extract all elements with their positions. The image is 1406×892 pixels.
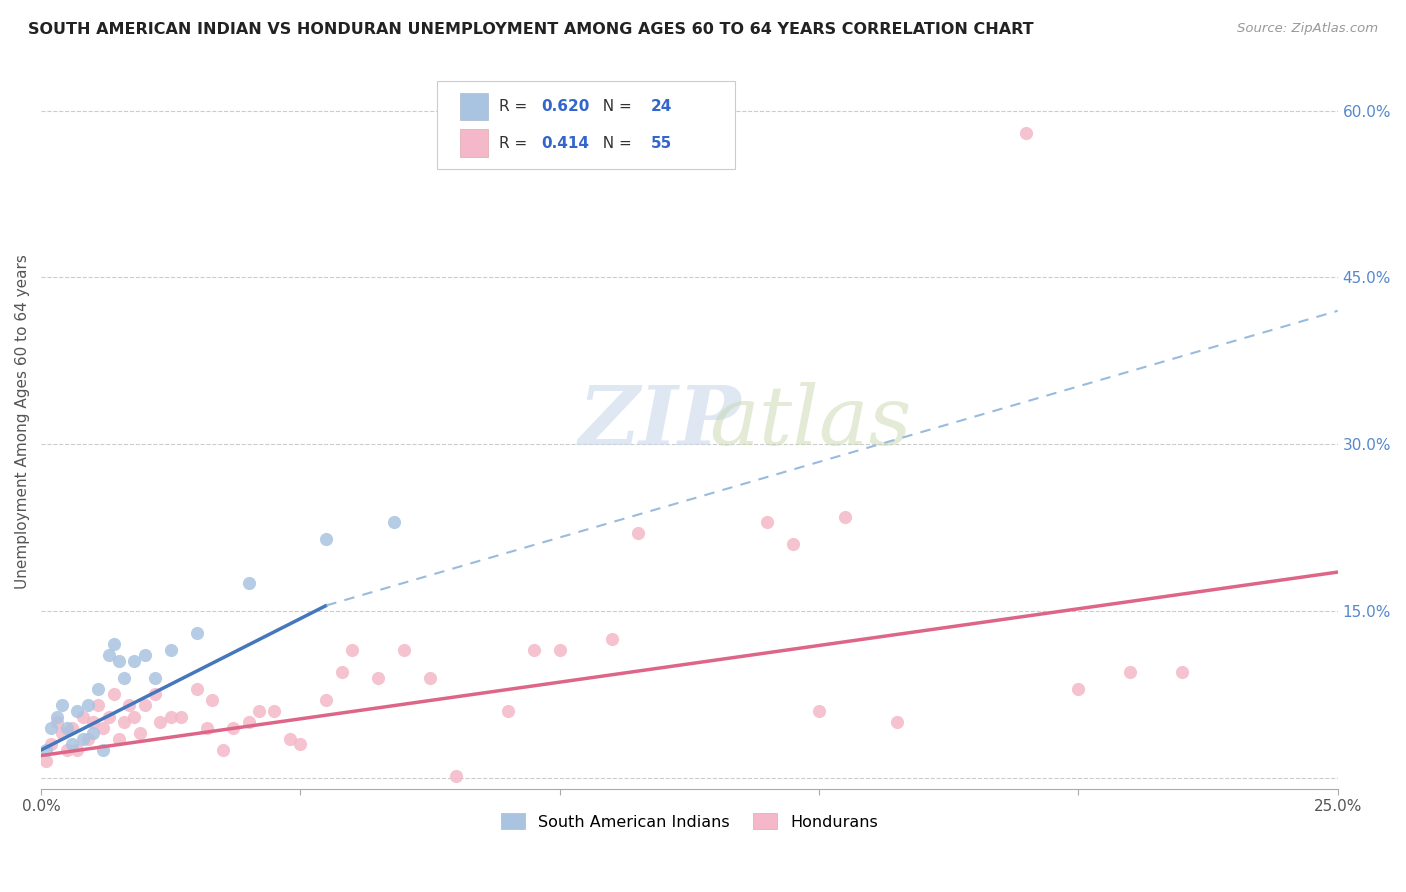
Point <box>60 738 83 752</box>
Point <box>170 709 193 723</box>
Point <box>444 768 467 782</box>
Point <box>382 515 405 529</box>
Point <box>60 721 83 735</box>
Point <box>76 731 98 746</box>
Point <box>66 743 89 757</box>
Text: SOUTH AMERICAN INDIAN VS HONDURAN UNEMPLOYMENT AMONG AGES 60 TO 64 YEARS CORRELA: SOUTH AMERICAN INDIAN VS HONDURAN UNEMPL… <box>28 22 1033 37</box>
Point <box>247 704 270 718</box>
Point <box>93 721 115 735</box>
Point <box>35 743 58 757</box>
Point <box>112 671 135 685</box>
Point <box>330 665 353 680</box>
Text: R =: R = <box>499 99 531 114</box>
Point <box>35 754 58 768</box>
Point <box>134 698 156 713</box>
Point <box>263 704 285 718</box>
Point <box>600 632 623 646</box>
Point <box>548 643 571 657</box>
Point <box>51 698 73 713</box>
Point <box>342 643 364 657</box>
Point <box>186 626 208 640</box>
Point <box>159 643 181 657</box>
Point <box>66 704 89 718</box>
FancyBboxPatch shape <box>460 129 488 157</box>
Point <box>51 726 73 740</box>
Text: Source: ZipAtlas.com: Source: ZipAtlas.com <box>1237 22 1378 36</box>
Point <box>315 532 337 546</box>
Text: 0.620: 0.620 <box>541 99 591 114</box>
Point <box>72 709 94 723</box>
Point <box>41 721 63 735</box>
Point <box>72 731 94 746</box>
Point <box>1015 126 1038 140</box>
Point <box>211 743 233 757</box>
Text: R =: R = <box>499 136 531 151</box>
Point <box>134 648 156 663</box>
Point <box>315 693 337 707</box>
Point <box>56 721 79 735</box>
Point <box>108 654 131 668</box>
Point <box>278 731 301 746</box>
Text: 55: 55 <box>651 136 672 151</box>
Point <box>41 738 63 752</box>
Point <box>808 704 831 718</box>
Point <box>419 671 441 685</box>
Point <box>367 671 389 685</box>
Point <box>76 698 98 713</box>
Y-axis label: Unemployment Among Ages 60 to 64 years: Unemployment Among Ages 60 to 64 years <box>15 254 30 590</box>
Point <box>97 648 120 663</box>
Point <box>103 637 125 651</box>
Point <box>82 726 104 740</box>
Point <box>392 643 415 657</box>
Point <box>1171 665 1194 680</box>
Point <box>1067 681 1090 696</box>
Point <box>108 731 131 746</box>
Point <box>886 715 908 730</box>
Point <box>149 715 172 730</box>
Point <box>45 709 67 723</box>
Point <box>128 726 150 740</box>
Point <box>124 654 146 668</box>
Point <box>1119 665 1142 680</box>
Point <box>222 721 245 735</box>
FancyBboxPatch shape <box>436 81 735 169</box>
Point <box>626 526 648 541</box>
Point <box>82 715 104 730</box>
Point <box>756 515 779 529</box>
Point <box>124 709 146 723</box>
Point <box>496 704 519 718</box>
Point <box>87 698 110 713</box>
Point <box>834 509 856 524</box>
Text: N =: N = <box>593 99 637 114</box>
Point <box>782 537 804 551</box>
Point <box>238 576 260 591</box>
Point <box>143 687 166 701</box>
Point <box>195 721 218 735</box>
Point <box>97 709 120 723</box>
Point <box>56 743 79 757</box>
Point <box>186 681 208 696</box>
Text: ZIP: ZIP <box>579 382 742 462</box>
Point <box>112 715 135 730</box>
Text: 24: 24 <box>651 99 672 114</box>
Point <box>87 681 110 696</box>
Point <box>118 698 141 713</box>
Text: N =: N = <box>593 136 637 151</box>
Point <box>238 715 260 730</box>
Point <box>143 671 166 685</box>
Point <box>290 738 312 752</box>
Point <box>523 643 546 657</box>
Point <box>93 743 115 757</box>
Point <box>45 715 67 730</box>
Legend: South American Indians, Hondurans: South American Indians, Hondurans <box>495 806 884 836</box>
Text: 0.414: 0.414 <box>541 136 589 151</box>
Point <box>201 693 224 707</box>
Text: atlas: atlas <box>709 382 911 462</box>
Point <box>103 687 125 701</box>
Point <box>159 709 181 723</box>
FancyBboxPatch shape <box>460 93 488 120</box>
